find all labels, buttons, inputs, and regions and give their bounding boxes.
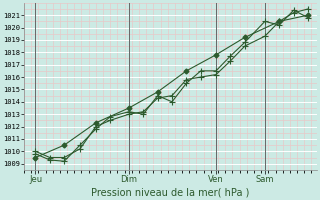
X-axis label: Pression niveau de la mer( hPa ): Pression niveau de la mer( hPa ) [92, 187, 250, 197]
